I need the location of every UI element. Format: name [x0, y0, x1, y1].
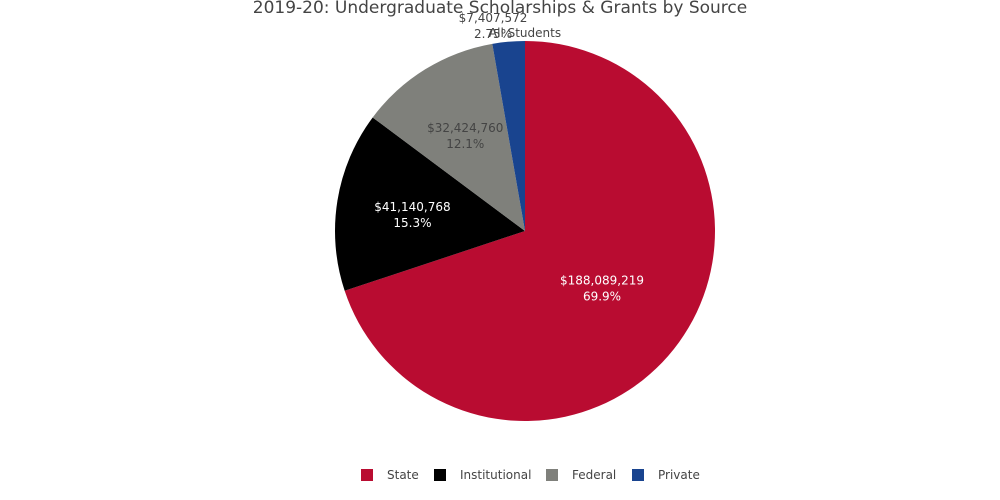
legend-label-state[interactable]: State: [387, 468, 419, 482]
legend-swatch-state[interactable]: [361, 469, 373, 481]
legend-swatch-private[interactable]: [632, 469, 644, 481]
legend-label-institutional[interactable]: Institutional: [460, 468, 531, 482]
slice-label-institutional: $41,140,768 15.3%: [374, 200, 450, 230]
slice-label-state: $188,089,219 69.9%: [560, 274, 644, 304]
legend: State Institutional Federal Private: [361, 468, 700, 482]
slice-value-label: $7,407,572: [459, 11, 528, 25]
pie-slices: [335, 41, 715, 421]
slice-percent-label: 69.9%: [583, 290, 621, 304]
legend-swatch-federal[interactable]: [546, 469, 558, 481]
slice-percent-label: 15.3%: [393, 216, 431, 230]
slice-percent-label: 2.75%: [474, 27, 512, 41]
legend-label-private[interactable]: Private: [658, 468, 700, 482]
pie-slice-federal: [372, 43, 525, 232]
slice-label-private: $7,407,572 2.75%: [459, 11, 528, 41]
pie-labels: $188,089,219 69.9% $41,140,768 15.3% $32,424…: [374, 11, 644, 304]
pie-slice-state: [344, 41, 715, 421]
legend-label-federal[interactable]: Federal: [572, 468, 616, 482]
chart-subtitle: All Students: [489, 26, 561, 40]
slice-value-label: $188,089,219: [560, 274, 644, 288]
legend-swatch-institutional[interactable]: [434, 469, 446, 481]
slice-value-label: $32,424,760: [427, 121, 503, 135]
slice-percent-label: 12.1%: [446, 137, 484, 151]
pie-slice-private: [492, 41, 525, 231]
pie-slice-institutional: [335, 117, 525, 291]
slice-value-label: $41,140,768: [374, 200, 450, 214]
chart-title: 2019-20: Undergraduate Scholarships & Gr…: [253, 0, 747, 18]
slice-label-federal: $32,424,760 12.1%: [427, 121, 503, 151]
